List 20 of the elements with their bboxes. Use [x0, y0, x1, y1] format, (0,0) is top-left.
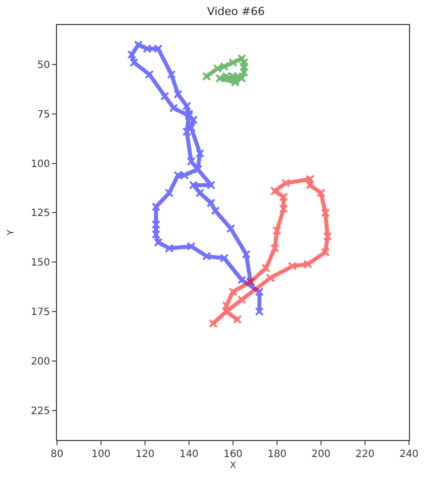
- y-tick-label: 50: [37, 60, 50, 72]
- x-tick-label: 100: [91, 449, 111, 460]
- x-tick-label: 80: [50, 449, 64, 460]
- y-axis-title: Y: [6, 229, 16, 236]
- y-tick-label: 150: [30, 258, 50, 269]
- x-tick-label: 220: [355, 449, 375, 460]
- x-tick-label: 240: [399, 449, 419, 460]
- y-tick-label: 175: [30, 307, 50, 318]
- chart-title: Video #66: [207, 4, 265, 18]
- x-tick-label: 120: [135, 449, 155, 460]
- y-tick-label: 225: [30, 406, 50, 417]
- x-axis-title: X: [230, 460, 236, 471]
- y-tick-label: 200: [30, 356, 50, 368]
- x-tick-label: 180: [267, 449, 287, 460]
- y-tick-label: 75: [37, 109, 50, 120]
- y-tick-label: 125: [30, 208, 50, 220]
- x-tick-label: 200: [311, 449, 331, 460]
- x-tick-label: 140: [179, 449, 199, 460]
- x-tick-label: 160: [223, 449, 243, 460]
- y-tick-label: 100: [30, 158, 50, 170]
